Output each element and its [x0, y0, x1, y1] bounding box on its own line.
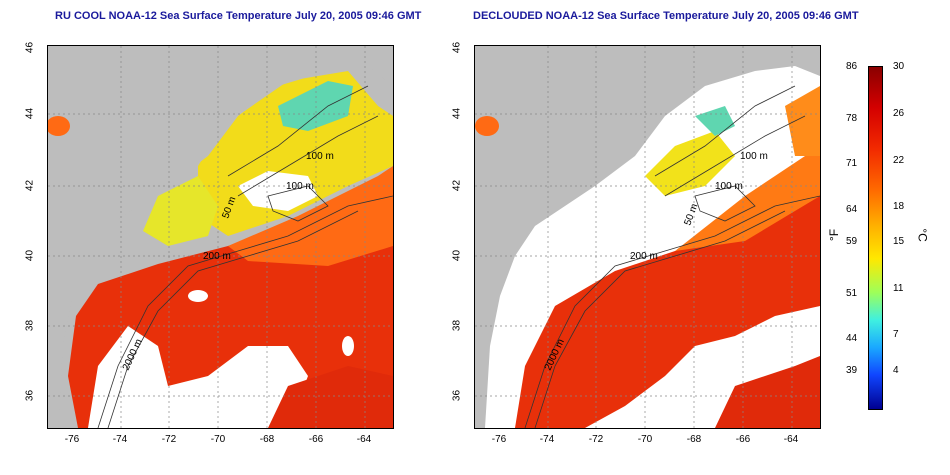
left-isobaths	[97, 85, 393, 428]
left-map-title: RU COOL NOAA-12 Sea Surface Temperature …	[55, 10, 422, 22]
right-x-tick: -66	[735, 434, 751, 445]
right-cold-water	[695, 106, 735, 136]
right-land	[475, 46, 820, 428]
left-red-south	[268, 366, 393, 428]
right-x-tick: -70	[637, 434, 653, 445]
right-cool-water	[645, 131, 735, 196]
right-isobath-label-200: 200 m	[630, 251, 658, 262]
right-y-tick: 40	[451, 249, 463, 262]
right-isobath-label-100a: 100 m	[740, 151, 768, 162]
right-y-tick: 38	[451, 319, 463, 332]
left-nova-scotia-warm	[48, 116, 70, 136]
left-x-tick: -72	[161, 434, 177, 445]
right-orange-ne	[785, 86, 820, 156]
left-yellow-coast	[143, 176, 218, 246]
colorbar-c-label: 26	[893, 108, 905, 119]
left-mid-water	[228, 166, 393, 266]
left-cloud-mid	[238, 171, 318, 211]
left-sst-map[interactable]: 100 m 100 m 50 m 200 m 2000 m	[47, 45, 394, 429]
left-isobath-label-100b: 100 m	[286, 181, 314, 192]
right-y-tick: 36	[451, 389, 463, 402]
left-map-canvas: 100 m 100 m 50 m 200 m 2000 m	[48, 46, 393, 428]
right-sst-map[interactable]: 100 m 100 m 50 m 200 m 2000 m	[474, 45, 821, 429]
left-grid	[48, 46, 393, 428]
colorbar-f-label: 78	[846, 113, 858, 124]
colorbar-unit-fahrenheit: °F	[827, 228, 842, 242]
left-y-tick: 36	[24, 389, 36, 402]
colorbar-c-label: 18	[893, 201, 905, 212]
left-isobath-label-200: 200 m	[203, 251, 231, 262]
right-y-tick: 46	[451, 41, 463, 54]
right-isobath-label-100b: 100 m	[715, 181, 743, 192]
right-x-tick: -72	[588, 434, 604, 445]
right-map-canvas: 100 m 100 m 50 m 200 m 2000 m	[475, 46, 820, 428]
left-x-tick: -76	[64, 434, 80, 445]
colorbar-f-label: 44	[846, 333, 858, 344]
right-x-tick: -68	[686, 434, 702, 445]
left-y-tick: 46	[24, 41, 36, 54]
left-isobath-label-100a: 100 m	[306, 151, 334, 162]
colorbar-f-label: 59	[846, 236, 858, 247]
colorbar-f-label: 71	[846, 158, 858, 169]
right-x-tick: -76	[491, 434, 507, 445]
colorbar-c-label: 4	[893, 365, 899, 376]
left-y-tick: 38	[24, 319, 36, 332]
right-grid	[475, 46, 820, 428]
right-map-title: DECLOUDED NOAA-12 Sea Surface Temperatur…	[473, 10, 859, 22]
colorbar-c-label: 30	[893, 61, 905, 72]
colorbar-f-label: 86	[846, 61, 858, 72]
right-x-tick: -64	[783, 434, 799, 445]
colorbar-unit-celsius: °C	[915, 228, 930, 242]
left-cloud-south	[88, 326, 308, 428]
temperature-colorbar	[868, 66, 883, 410]
right-y-tick: 44	[451, 107, 463, 120]
left-y-tick: 42	[24, 179, 36, 192]
right-x-tick: -74	[539, 434, 555, 445]
left-x-tick: -66	[308, 434, 324, 445]
colorbar-c-label: 7	[893, 329, 899, 340]
left-x-tick: -74	[112, 434, 128, 445]
right-isobath-label-50: 50 m	[682, 202, 700, 227]
colorbar-f-label: 39	[846, 365, 858, 376]
left-x-tick: -70	[210, 434, 226, 445]
right-red-south-east	[715, 356, 820, 428]
left-cold-water	[278, 81, 353, 131]
right-isobaths	[524, 85, 820, 428]
left-y-tick: 40	[24, 249, 36, 262]
left-y-tick: 44	[24, 107, 36, 120]
colorbar-f-label: 64	[846, 204, 858, 215]
left-x-tick: -68	[259, 434, 275, 445]
left-cloud-small-1	[188, 290, 208, 302]
colorbar-c-label: 11	[893, 283, 904, 294]
colorbar-c-label: 15	[893, 236, 905, 247]
left-cloud-small-2	[342, 336, 354, 356]
right-nova-scotia-warm	[475, 116, 499, 136]
right-warm-water	[515, 186, 820, 428]
right-y-tick: 42	[451, 179, 463, 192]
colorbar-f-label: 51	[846, 288, 858, 299]
left-land	[48, 46, 393, 428]
left-x-tick: -64	[356, 434, 372, 445]
colorbar-c-label: 22	[893, 155, 905, 166]
